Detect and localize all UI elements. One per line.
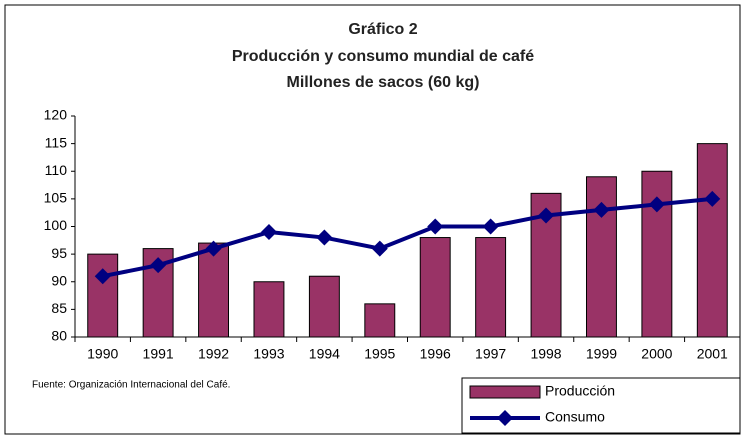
chart-title: Producción y consumo mundial de café	[232, 48, 534, 65]
legend-label: Producción	[545, 383, 615, 399]
marker	[704, 190, 721, 207]
x-tick-label: 1996	[420, 346, 451, 362]
x-tick-label: 1990	[87, 346, 118, 362]
marker	[648, 196, 665, 213]
chart-title: Gráfico 2	[348, 21, 417, 38]
marker	[371, 240, 388, 257]
x-tick-label: 1992	[198, 346, 229, 362]
marker	[260, 224, 277, 241]
bar	[198, 242, 230, 338]
x-tick-label: 1998	[530, 346, 561, 362]
marker	[427, 218, 444, 235]
y-tick-label: 80	[51, 328, 67, 344]
x-tick-label: 1995	[364, 346, 395, 362]
x-tick-label: 2001	[697, 346, 728, 362]
bar	[419, 237, 451, 338]
marker	[205, 240, 222, 257]
chart-title: Millones de sacos (60 kg)	[287, 74, 480, 91]
bar	[475, 237, 507, 338]
bar	[696, 143, 728, 338]
legend-swatch	[469, 385, 541, 399]
chart-frame	[4, 4, 741, 435]
marker	[94, 268, 111, 285]
y-tick-label: 105	[44, 190, 68, 206]
x-tick-label: 1993	[253, 346, 284, 362]
y-tick-label: 120	[44, 107, 68, 123]
y-tick-label: 85	[51, 300, 67, 316]
source-note: Fuente: Organización Internacional del C…	[32, 380, 230, 391]
y-tick-label: 110	[45, 162, 68, 178]
y-tick-label: 115	[45, 134, 68, 150]
bar	[364, 303, 396, 338]
x-tick-label: 1994	[309, 346, 340, 362]
marker	[316, 229, 333, 246]
x-tick-label: 1999	[586, 346, 617, 362]
legend-swatch	[497, 410, 513, 426]
marker	[593, 201, 610, 218]
marker	[538, 207, 555, 224]
bar	[585, 176, 617, 338]
marker	[150, 257, 167, 274]
bar	[87, 253, 119, 338]
bar	[641, 170, 673, 338]
line	[102, 196, 713, 279]
legend-label: Consumo	[545, 409, 605, 425]
bar	[253, 281, 285, 338]
y-tick-label: 95	[51, 245, 67, 261]
bar	[308, 275, 340, 338]
x-tick-label: 1991	[143, 346, 174, 362]
marker	[482, 218, 499, 235]
x-tick-label: 2000	[641, 346, 672, 362]
y-tick-label: 90	[51, 272, 67, 288]
x-tick-label: 1997	[475, 346, 506, 362]
y-tick-label: 100	[44, 217, 68, 233]
